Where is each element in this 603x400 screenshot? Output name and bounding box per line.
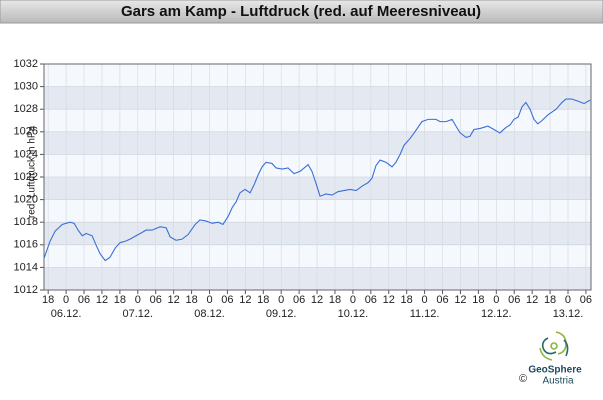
logo-text: GeoSphere [528,365,582,376]
y-tick-label: 1014 [14,261,38,273]
logo [539,331,569,361]
line [43,98,591,262]
band [44,267,591,290]
x-tick-label: 0 [63,294,69,306]
x-tick-label: 18 [401,294,413,306]
plot-border [43,63,592,291]
band [44,131,591,155]
date-label: 08.12. [194,308,225,320]
x-tick-label: 12 [239,294,251,306]
y-tick-label: 1030 [14,81,38,93]
band [44,199,591,223]
x-tick-label: 0 [278,294,284,306]
x-tick-label: 18 [42,294,54,306]
x-tick-label: 0 [135,294,141,306]
date-label: 13.12. [553,308,584,320]
band [44,154,591,177]
title-bar [0,0,603,24]
band [44,86,591,110]
y-tick-label: 1024 [14,148,38,160]
x-tick-label: 0 [422,294,428,306]
date-label: 10.12. [338,308,369,320]
y-tick-label: 1026 [14,126,38,138]
date-label: 07.12. [123,308,154,320]
chart-title: Gars am Kamp - Luftdruck (red. auf Meere… [121,3,481,20]
y-tick-label: 1016 [14,239,38,251]
x-tick-label: 12 [96,294,108,306]
y-tick-label: 1022 [14,171,38,183]
x-tick-label: 12 [311,294,323,306]
x-tick-label: 06 [78,294,90,306]
date-label: 06.12. [51,308,82,320]
x-tick-label: 0 [350,294,356,306]
band [44,64,591,87]
date-label: 12.12. [481,308,512,320]
x-tick-label: 12 [383,294,395,306]
x-tick-label: 06 [221,294,233,306]
y-tick-label: 1012 [14,284,38,296]
y-tick-label: 1018 [14,216,38,228]
x-tick-label: 18 [544,294,556,306]
x-tick-label: 06 [436,294,448,306]
y-axis-label: red. Luftdruck in hPa [27,125,38,218]
x-tick-label: 06 [580,294,592,306]
x-tick-label: 18 [185,294,197,306]
logo-subtext: Austria [542,376,574,387]
x-tick-label: 12 [454,294,466,306]
x-tick-label: 12 [168,294,180,306]
band [44,244,591,268]
x-tick-label: 06 [365,294,377,306]
x-tick-label: 18 [114,294,126,306]
x-tick-label: 06 [293,294,305,306]
date-label: 11.12. [410,308,440,320]
y-tick-label: 1028 [14,103,38,115]
y-tick-label: 1032 [14,58,38,70]
x-tick-label: 18 [257,294,269,306]
x-tick-label: 06 [150,294,162,306]
x-tick-label: 0 [206,294,212,306]
x-tick-label: 06 [508,294,520,306]
plot-area: 1012 1014 1016 1018 1020 1022 1024 1026 1028 1030… [14,58,593,320]
x-tick-label: 0 [565,294,571,306]
x-tick-label: 18 [472,294,484,306]
copyright: © [519,373,527,385]
x-tick-label: 18 [329,294,341,306]
date-label: 09.12. [266,308,297,320]
band [44,109,591,132]
x-tick-label: 0 [493,294,499,306]
x-tick-label: 12 [526,294,538,306]
y-tick-label: 1020 [14,194,38,206]
